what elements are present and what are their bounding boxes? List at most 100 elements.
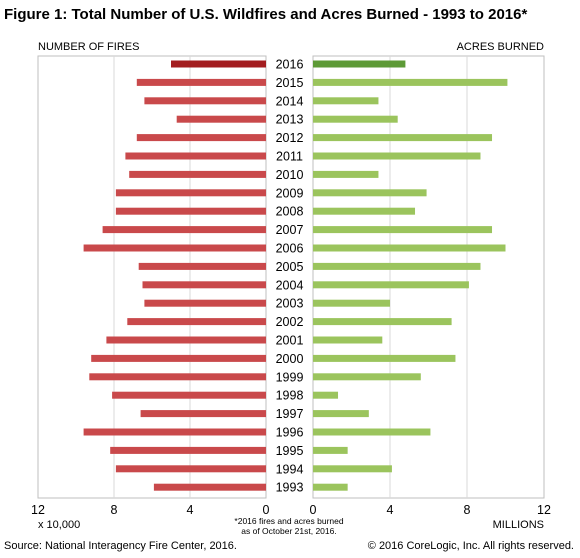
fires-bar-1994 [115, 465, 267, 473]
year-labels: 2016 2015 2014 2013 2012 2011 2010 2009 2008 2007… [276, 58, 304, 495]
year-label-2011: 2011 [276, 150, 303, 164]
year-label-1997: 1997 [276, 407, 304, 421]
year-label-2010: 2010 [276, 168, 304, 182]
left-panel-label: NUMBER OF FIRES [38, 41, 139, 53]
year-label-2004: 2004 [276, 278, 304, 292]
acres-bar-2006 [313, 244, 506, 252]
fires-bar-1996 [83, 428, 266, 436]
year-label-2016: 2016 [276, 58, 304, 72]
year-label-1994: 1994 [276, 462, 304, 476]
fires-bar-2011 [125, 152, 267, 160]
fires-bar-1997 [140, 410, 266, 418]
acres-bar-2012 [313, 134, 493, 142]
acres-bar-2010 [313, 170, 379, 178]
acres-bar-2001 [313, 336, 383, 344]
acres-bar-2007 [313, 226, 493, 234]
year-label-2012: 2012 [276, 131, 304, 145]
right-bars [313, 60, 508, 491]
fires-bar-1999 [89, 373, 266, 381]
acres-bar-2009 [313, 189, 427, 197]
left-gridlines [113, 56, 191, 498]
year-label-2007: 2007 [276, 223, 304, 237]
acres-bar-2016 [313, 60, 406, 68]
year-label-1999: 1999 [276, 370, 304, 384]
fires-bar-2001 [106, 336, 267, 344]
acres-bar-1998 [313, 391, 339, 399]
source-note: Source: National Interagency Fire Center… [4, 540, 237, 552]
year-label-1996: 1996 [276, 426, 304, 440]
right-panel-label: ACRES BURNED [457, 41, 544, 53]
acres-bar-2011 [313, 152, 481, 160]
fires-bar-2007 [102, 226, 266, 234]
left-tick-0: 0 [263, 503, 270, 517]
acres-bar-1999 [313, 373, 421, 381]
acres-bar-2015 [313, 78, 508, 86]
chart-title: Figure 1: Total Number of U.S. Wildfires… [4, 6, 528, 23]
fires-bar-2009 [115, 189, 267, 197]
acres-bar-2003 [313, 299, 390, 307]
year-label-1993: 1993 [276, 481, 304, 495]
year-label-2009: 2009 [276, 186, 304, 200]
year-label-2013: 2013 [276, 113, 304, 127]
year-label-2003: 2003 [276, 297, 304, 311]
fires-bar-2008 [115, 207, 267, 215]
fires-bar-2015 [136, 78, 266, 86]
butterfly-bar-chart: 12 8 4 0 0 4 8 12 2016 2015 2014 2013 2012 2011 2010… [31, 41, 551, 535]
year-label-1995: 1995 [276, 444, 304, 458]
right-tick-4: 4 [387, 503, 394, 517]
year-label-2014: 2014 [276, 94, 304, 108]
fires-bar-2000 [91, 354, 266, 362]
year-label-1998: 1998 [276, 389, 304, 403]
acres-bar-2013 [313, 115, 398, 123]
right-tick-labels: 0 4 8 12 [310, 503, 551, 517]
acres-bar-1993 [313, 483, 348, 491]
acres-bar-1994 [313, 465, 392, 473]
fires-bar-1998 [112, 391, 266, 399]
acres-bar-2014 [313, 97, 379, 105]
right-panel-acres: 0 4 8 12 [310, 55, 551, 517]
fires-bar-1995 [110, 446, 266, 454]
left-unit-label: x 10,000 [38, 519, 80, 531]
copyright-note: © 2016 CoreLogic, Inc. All rights reserv… [367, 540, 574, 552]
fires-bar-2010 [129, 170, 266, 178]
acres-bar-2000 [313, 354, 456, 362]
fires-bar-2012 [136, 134, 266, 142]
left-tick-12: 12 [31, 503, 45, 517]
right-panel-frame [312, 55, 545, 499]
right-gridlines [389, 56, 468, 498]
acres-bar-2004 [313, 281, 469, 289]
footnote: *2016 fires and acres burned as of Octobe… [234, 516, 343, 535]
fires-bar-2006 [83, 244, 266, 252]
right-tick-12: 12 [537, 503, 551, 517]
fires-bar-2016 [171, 60, 266, 68]
acres-bar-1996 [313, 428, 431, 436]
fires-bar-2005 [138, 262, 266, 270]
acres-bar-1997 [313, 410, 369, 418]
year-label-2002: 2002 [276, 315, 304, 329]
left-tick-labels: 12 8 4 0 [31, 503, 269, 517]
left-bars [83, 60, 267, 491]
year-label-2008: 2008 [276, 205, 304, 219]
fires-bar-2014 [144, 97, 266, 105]
right-unit-label: MILLIONS [493, 519, 544, 531]
fires-bar-2004 [142, 281, 266, 289]
acres-bar-2005 [313, 262, 481, 270]
year-label-2000: 2000 [276, 352, 304, 366]
year-label-2005: 2005 [276, 260, 304, 274]
year-label-2015: 2015 [276, 76, 304, 90]
right-tick-8: 8 [464, 503, 471, 517]
fires-bar-2002 [127, 318, 266, 326]
left-panel-fires: 12 8 4 0 [31, 55, 270, 517]
left-tick-4: 4 [187, 503, 194, 517]
left-tick-8: 8 [111, 503, 118, 517]
year-label-2001: 2001 [276, 334, 304, 348]
year-label-2006: 2006 [276, 242, 304, 256]
left-panel-frame [37, 55, 267, 499]
fires-bar-2013 [176, 115, 266, 123]
acres-bar-2008 [313, 207, 416, 215]
right-tick-0: 0 [310, 503, 317, 517]
acres-bar-2002 [313, 318, 452, 326]
fires-bar-1993 [153, 483, 266, 491]
fires-bar-2003 [144, 299, 266, 307]
acres-bar-1995 [313, 446, 348, 454]
